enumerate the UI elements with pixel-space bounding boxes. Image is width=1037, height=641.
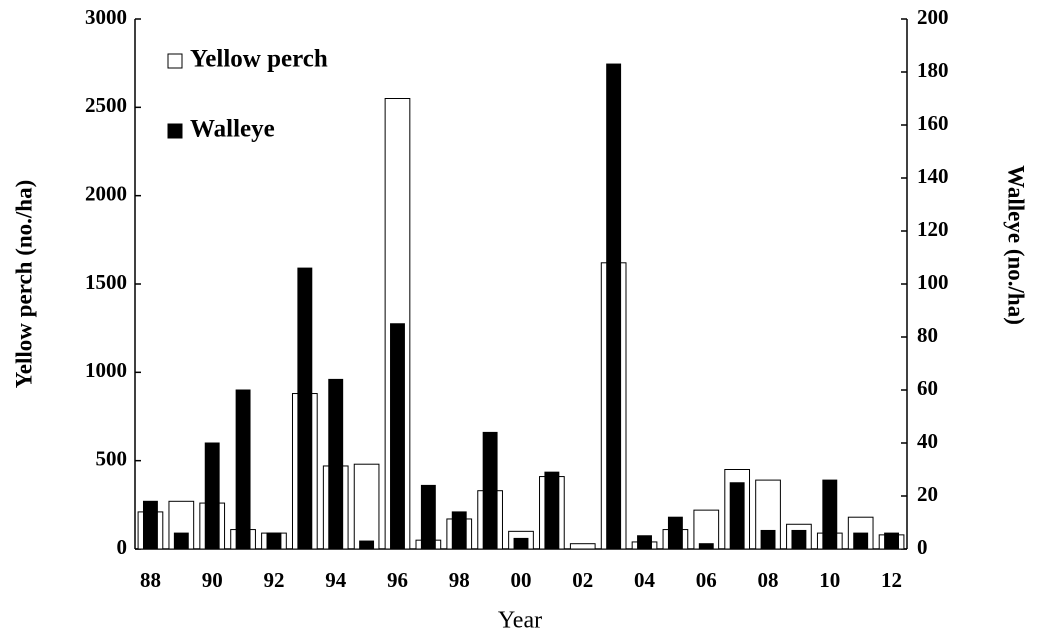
bar <box>606 63 622 550</box>
x-tick-label: 10 <box>819 568 840 592</box>
x-tick-label: 90 <box>202 568 223 592</box>
bar <box>822 479 838 550</box>
y2-tick-label: 80 <box>917 323 938 347</box>
bar <box>667 516 683 550</box>
bar <box>569 543 596 550</box>
x-axis-title: Year <box>498 608 542 634</box>
x-tick-label: 00 <box>511 568 532 592</box>
x-tick-label: 88 <box>140 568 161 592</box>
bar <box>698 543 714 550</box>
y-tick-label: 2000 <box>85 181 127 205</box>
legend-label: Yellow perch <box>190 46 328 73</box>
y-tick-label: 500 <box>96 446 128 470</box>
bar <box>235 389 251 550</box>
bar <box>142 500 158 550</box>
bar <box>353 463 380 550</box>
bar <box>693 509 720 550</box>
y2-tick-label: 180 <box>917 58 949 82</box>
y2-tick-label: 20 <box>917 482 938 506</box>
bar <box>297 267 313 550</box>
bar <box>853 532 869 550</box>
x-tick-label: 06 <box>696 568 717 592</box>
legend-swatch <box>167 53 183 69</box>
bar <box>791 529 807 550</box>
y-tick-label: 0 <box>117 535 128 559</box>
x-tick-label: 02 <box>572 568 593 592</box>
bar <box>359 540 375 550</box>
y-tick-label: 3000 <box>85 5 127 29</box>
bar <box>637 535 652 550</box>
y2-tick-label: 60 <box>917 376 938 400</box>
bar <box>204 442 220 550</box>
legend-swatch <box>167 123 183 139</box>
x-tick-label: 96 <box>387 568 408 592</box>
y2-tick-label: 40 <box>917 429 938 453</box>
x-tick-label: 92 <box>263 568 284 592</box>
y2-tick-label: 160 <box>917 111 949 135</box>
x-tick-label: 98 <box>449 568 470 592</box>
x-tick-label: 94 <box>325 568 347 592</box>
bar <box>266 532 282 550</box>
bar <box>451 511 467 550</box>
y-tick-label: 1500 <box>85 270 127 294</box>
y2-axis-title: Walleye (no./ha) <box>1004 165 1029 325</box>
bar <box>544 471 560 550</box>
bar <box>482 431 498 550</box>
bar <box>760 529 776 550</box>
y2-tick-label: 0 <box>917 535 928 559</box>
bar <box>390 323 405 550</box>
y2-tick-label: 120 <box>917 217 949 241</box>
x-tick-label: 08 <box>758 568 779 592</box>
bar <box>884 532 900 550</box>
y2-tick-label: 100 <box>917 270 949 294</box>
legend-label: Walleye <box>190 116 275 143</box>
bar <box>513 537 529 550</box>
y2-tick-label: 200 <box>917 5 949 29</box>
y-tick-label: 1000 <box>85 358 127 382</box>
bar <box>729 482 745 550</box>
bar <box>328 378 344 550</box>
y2-tick-label: 140 <box>917 164 949 188</box>
x-tick-label: 12 <box>881 568 902 592</box>
y-axis-title: Yellow perch (no./ha) <box>11 180 36 389</box>
bar <box>173 532 189 550</box>
x-tick-label: 04 <box>634 568 656 592</box>
y-tick-label: 2500 <box>85 93 127 117</box>
bar <box>420 484 436 550</box>
